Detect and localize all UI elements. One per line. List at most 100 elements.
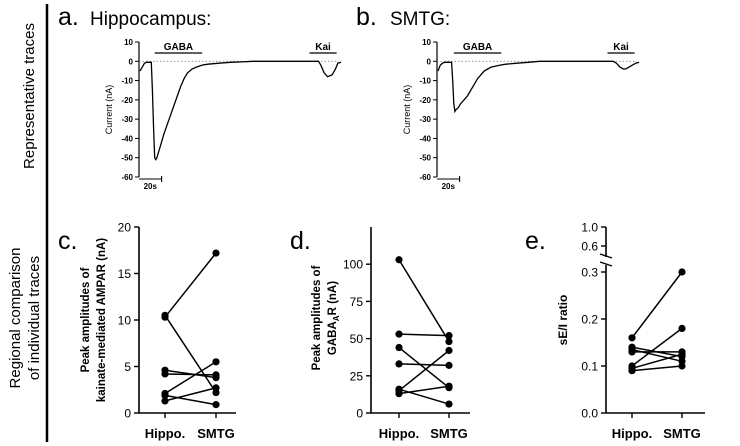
- data-point-hippo: [628, 334, 636, 342]
- y-tick-label: 25: [350, 369, 364, 383]
- pair-line: [631, 353, 683, 370]
- data-point-smtg: [212, 371, 220, 379]
- y-tick-label: -30: [419, 115, 431, 124]
- y-tick-label: 5: [124, 360, 131, 374]
- x-tick-label: Hippo.: [145, 426, 185, 441]
- y-tick-label: 0.2: [581, 313, 598, 327]
- pair-line: [631, 271, 683, 339]
- pair-line: [164, 252, 217, 318]
- side-label-top: Representative traces: [21, 23, 38, 169]
- panel-e-letter: e.: [525, 227, 546, 255]
- data-point-hippo: [395, 343, 403, 352]
- data-point-hippo: [161, 391, 169, 399]
- axis-break-mark: [599, 253, 613, 259]
- data-point-smtg: [445, 400, 453, 408]
- pair-line: [398, 349, 450, 392]
- data-point-hippo: [161, 397, 169, 405]
- y-axis-label: Current (nA): [104, 85, 114, 135]
- x-tick-label: Hippo.: [612, 426, 652, 441]
- data-point-hippo: [161, 313, 169, 321]
- y-tick-label: -50: [121, 154, 133, 163]
- pair-line: [398, 388, 450, 405]
- pair-line: [398, 259, 450, 342]
- side-label-bottom-1: Regional comparison: [7, 248, 24, 389]
- y-axis-label: Peak amplitudes of: [311, 265, 323, 370]
- data-point-smtg: [678, 268, 686, 276]
- data-point-hippo: [161, 370, 169, 378]
- data-point-smtg: [678, 350, 686, 358]
- pair-line: [398, 333, 450, 337]
- y-axis-label: sE/I ratio: [556, 295, 570, 346]
- panel-d-letter: d.: [290, 227, 311, 255]
- data-point-smtg: [445, 346, 453, 355]
- y-tick-label: 100: [343, 258, 363, 272]
- y-tick-label: -60: [419, 173, 431, 182]
- trace-panel-b: 10 0 -10 -20 -30 -40 -50 -60 Current (nA) GABA Kai…: [402, 38, 640, 191]
- current-trace: [139, 60, 342, 161]
- current-trace: [437, 60, 640, 114]
- scale-bar-label: 20s: [144, 182, 158, 191]
- y-tick-label: 0: [427, 57, 432, 66]
- y-tick-label: 0: [129, 57, 134, 66]
- y-tick-label: 20: [118, 221, 132, 235]
- data-point-smtg: [445, 332, 453, 340]
- panel-c-letter: c.: [58, 227, 77, 255]
- data-point-smtg: [445, 361, 453, 369]
- application-label: GABA: [164, 42, 193, 53]
- y-tick-label: 0.3: [581, 266, 598, 280]
- data-point-smtg: [212, 384, 220, 392]
- y-tick-label: 10: [124, 38, 133, 47]
- y-tick-label: 0: [124, 407, 131, 421]
- data-point-hippo: [395, 256, 403, 264]
- x-tick-label: SMTG: [663, 426, 701, 441]
- y-tick-label: 0.0: [581, 407, 598, 421]
- data-point-hippo: [628, 348, 636, 356]
- data-point-smtg: [212, 358, 220, 366]
- y-tick-label: -30: [121, 115, 133, 124]
- y-tick-label: 10: [118, 314, 132, 328]
- application-label: Kai: [315, 42, 331, 53]
- pair-line: [164, 373, 217, 376]
- panel-b-letter: b.: [356, 3, 377, 31]
- data-point-hippo: [395, 390, 403, 398]
- paired-panel-e: 0.0 0.1 0.2 0.3 0.6 1.0 Hippo. SMTG sE/I ratio: [556, 221, 705, 441]
- data-point-smtg: [678, 362, 686, 370]
- y-axis-label: Peak amplitudes of: [80, 267, 92, 372]
- pair-line: [164, 361, 217, 395]
- y-tick-label: 1.0: [581, 221, 598, 235]
- axis-break-mark: [599, 261, 613, 267]
- y-tick-label: 15: [118, 267, 132, 281]
- y-axis-label: kainate-mediated AMPAR (nA): [96, 238, 108, 402]
- panel-b-title: SMTG:: [390, 9, 450, 30]
- y-tick-label: -50: [419, 154, 431, 163]
- data-point-smtg: [678, 324, 686, 332]
- pair-line: [398, 363, 450, 367]
- application-label: Kai: [613, 42, 629, 53]
- paired-panel-c: 0 5 10 15 20 Hippo. SMTG Peak amplitudes of kain…: [80, 221, 236, 441]
- y-tick-label: -10: [121, 77, 133, 86]
- data-point-smtg: [212, 401, 220, 409]
- x-tick-label: SMTG: [430, 426, 468, 441]
- panel-a-letter: a.: [58, 3, 79, 31]
- x-tick-label: Hippo.: [379, 426, 419, 441]
- data-point-hippo: [628, 367, 636, 375]
- data-point-hippo: [395, 360, 403, 368]
- application-label: GABA: [463, 42, 492, 53]
- data-point-smtg: [445, 382, 453, 390]
- pair-line: [398, 385, 450, 395]
- pair-line: [398, 346, 450, 389]
- y-tick-label: 0: [356, 407, 363, 421]
- pair-line: [164, 394, 217, 406]
- data-point-hippo: [395, 330, 403, 338]
- pair-line: [631, 365, 683, 372]
- y-tick-label: -20: [121, 96, 133, 105]
- y-tick-label: -60: [121, 173, 133, 182]
- y-axis-label: GABAAR (nA): [327, 281, 341, 355]
- side-label-bottom-2: of individual traces: [26, 256, 43, 380]
- scale-bar-label: 20s: [442, 182, 456, 191]
- paired-panel-d: 0 25 50 75 100 Hippo. SMTG Peak amplitudes of GA…: [311, 227, 470, 441]
- pair-line: [164, 387, 217, 402]
- y-tick-label: 0.1: [581, 360, 598, 374]
- pair-line: [631, 327, 683, 367]
